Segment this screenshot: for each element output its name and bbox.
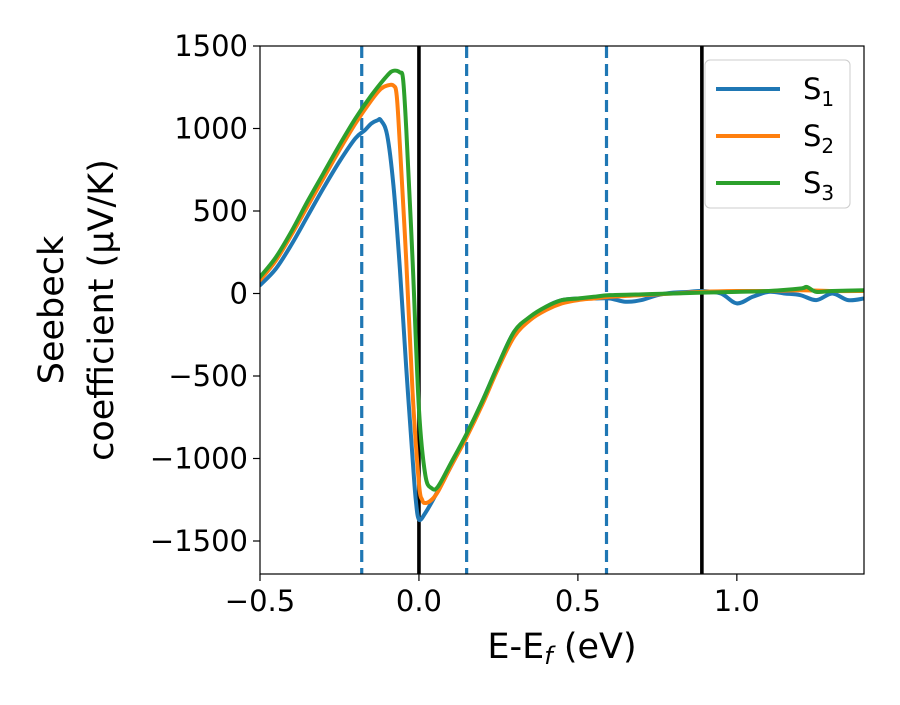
y-tick-label: −1500 [150, 524, 248, 558]
y-tick-label: −1000 [150, 442, 248, 476]
plot-frame [259, 45, 865, 575]
x-tick-label: −0.5 [225, 584, 295, 618]
y-axis-title-line-1: Seebeck [32, 235, 72, 384]
series-line-s3 [260, 68, 864, 492]
y-axis-title: Seebeck coefficient (μV/K) [32, 159, 122, 461]
x-tick-label: 1.0 [714, 584, 760, 618]
y-tick-label: 1500 [174, 29, 248, 63]
y-axis-title-line-2: coefficient (μV/K) [82, 159, 122, 461]
legend: S1 S2 S3 [704, 59, 851, 209]
y-tick-label: 0 [230, 277, 248, 311]
series-lines [260, 68, 864, 523]
x-axis-ticks: −0.5 0.0 0.5 1.0 [225, 574, 760, 618]
x-tick-label: 0.0 [396, 584, 442, 618]
x-tick-label: 0.5 [555, 584, 601, 618]
x-axis-title: E-Ef (eV) [487, 627, 636, 670]
y-tick-label: 1000 [174, 112, 248, 146]
y-axis-ticks: −1500 −1000 −500 0 500 1000 1500 [150, 29, 260, 558]
legend-label-s1: S1 [803, 72, 834, 111]
legend-label-s2: S2 [803, 119, 834, 158]
y-tick-label: 500 [193, 194, 248, 228]
y-tick-label: −500 [168, 359, 248, 393]
legend-label-s3: S3 [803, 166, 834, 205]
reference-lines [360, 46, 704, 574]
